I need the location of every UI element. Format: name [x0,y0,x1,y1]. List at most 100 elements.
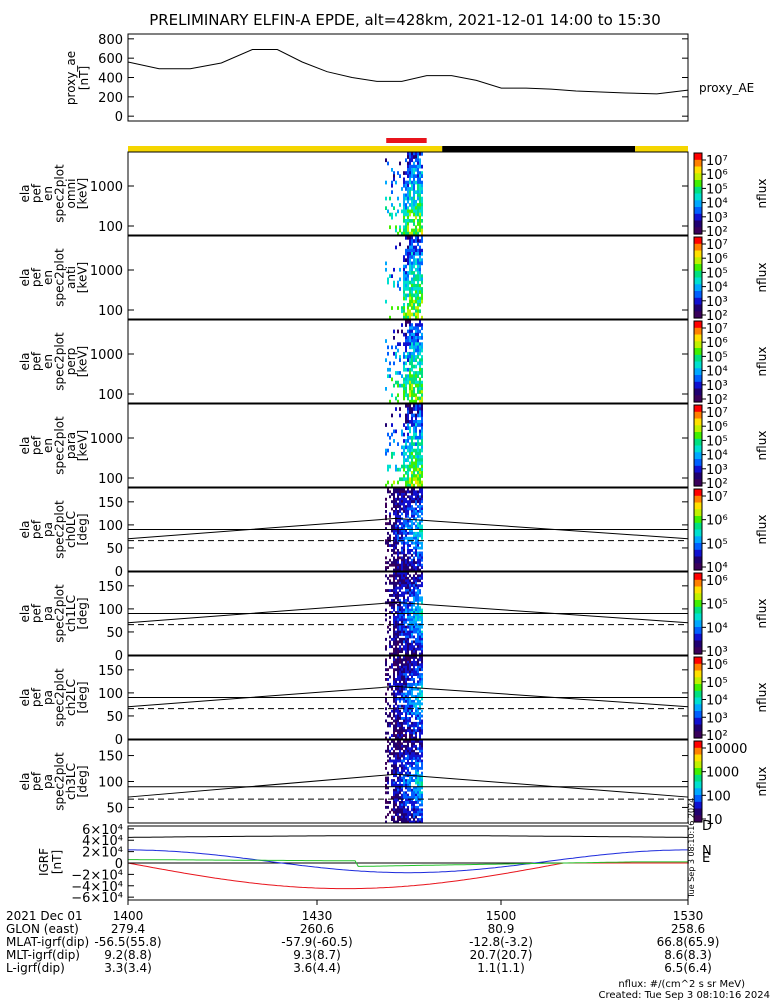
spectrogram-cell [417,492,419,496]
y-tick-label: 100 [98,220,123,235]
spectrogram-cell [401,820,403,824]
spectrogram-cell [403,613,405,617]
spectrogram-cell [405,512,407,516]
spectrogram-cell [407,709,409,713]
spectrogram-cell [413,813,415,817]
spectrogram-cell [419,637,421,641]
spectrogram-cell [405,524,407,528]
spectrogram-cell [409,712,411,715]
spectrogram-cell [421,798,423,802]
colorbar-cell [694,455,702,460]
spectrogram-cell [395,721,397,725]
spectrogram-cell [421,791,423,795]
spectrogram-cell [403,591,405,595]
spectrogram-cell [405,323,407,327]
spectrogram-cell [413,399,415,404]
spectrogram-cell [419,502,421,506]
spectrogram-cell [405,574,407,578]
colorbar-cell [694,217,702,222]
spectrogram-cell [411,519,413,523]
spectrogram-cell [407,796,409,799]
spectrogram-cell [413,668,415,672]
spectrogram-cell [411,514,413,518]
spectrogram-cell [389,495,391,499]
spectrogram-cell [387,467,389,472]
spectrogram-cell [407,726,409,730]
spectrogram-cell [401,788,403,792]
spectrogram-cell [399,574,401,578]
spectrogram-cell [419,348,421,353]
spectrogram-cell [421,601,423,605]
spectrogram-cell [393,536,395,540]
spectrogram-cell [407,271,409,275]
spectrogram-cell [419,561,421,565]
spectrogram-cell [399,505,401,508]
spectrogram-cell [413,611,415,614]
colorbar-tick-label: 10⁵ [706,676,728,691]
colorbar-cell [694,616,702,621]
spectrogram-cell [417,171,419,175]
colorbar-cell [694,274,702,279]
spectrogram-cell [403,439,405,443]
spectrogram-cell [411,682,413,686]
spectrogram-cell [415,245,417,250]
spectrogram-cell [401,445,403,450]
spectrogram-cell [413,729,415,733]
spectrogram-cell [409,734,411,737]
spectrogram-cell [405,293,407,298]
spectrogram-cell [415,267,417,272]
spectrogram-cell [417,796,419,799]
spectrogram-cell [405,642,407,646]
spectrogram-cell [409,697,411,701]
spectrogram-cell [421,808,423,812]
spectrogram-cell [393,815,395,819]
spectrogram-cell [397,613,399,617]
spectrogram-cell [395,647,397,651]
spectrogram-cell [403,495,405,499]
spectrogram-cell [421,423,423,427]
colorbar-cell [694,694,702,699]
spectrogram-cell [419,467,421,472]
ephem-row-label: 2021 Dec 01 [6,909,83,923]
spectrogram-cell [421,779,423,782]
y-axis-label: elapefpaspec2plotch0LC[deg] [18,500,90,559]
spectrogram-cell [405,439,407,443]
spectrogram-cell [403,383,405,388]
spectrogram-cell [411,721,413,725]
spectrogram-cell [413,306,415,310]
spectrogram-cell [409,568,411,572]
spectrogram-cell [389,603,391,607]
spectrogram-cell [407,309,409,314]
spectrogram-cell [397,660,399,664]
spectrogram-cell [421,678,423,681]
colorbar-cell [694,240,702,245]
spectrogram-cell [393,429,395,434]
spectrogram-cell [385,707,387,711]
spectrogram-cell [395,747,397,751]
spectrogram-cell [399,556,401,560]
spectrogram-cell [403,541,405,545]
spectrogram-cell [385,801,387,804]
y-axis-label: elapefenspec2plotpara[keV] [18,416,90,475]
spectrogram-cell [405,660,407,664]
spectrogram-cell [415,668,417,672]
spectrogram-cell [391,483,393,488]
colorbar-cell [694,277,702,282]
spectrogram-cell [415,544,417,547]
spectrogram-cell [399,650,401,653]
spectrogram-cell [415,296,417,301]
spectrogram-cell [415,306,417,310]
spectrogram-cell [401,808,403,812]
spectrogram-cell [401,561,403,565]
spectrogram-cell [401,586,403,590]
spectrogram-cell [411,796,413,799]
spectrogram-cell [417,709,419,713]
spectrogram-cell [397,769,399,773]
spectrogram-cell [415,180,417,185]
spectrogram-cell [397,231,399,236]
colorbar-tick-label: 10² [706,477,728,492]
spectrogram-cell [405,628,407,631]
spectrogram-cell [391,215,393,220]
spectrogram-cell [415,611,417,614]
spectrogram-cell [385,805,387,809]
